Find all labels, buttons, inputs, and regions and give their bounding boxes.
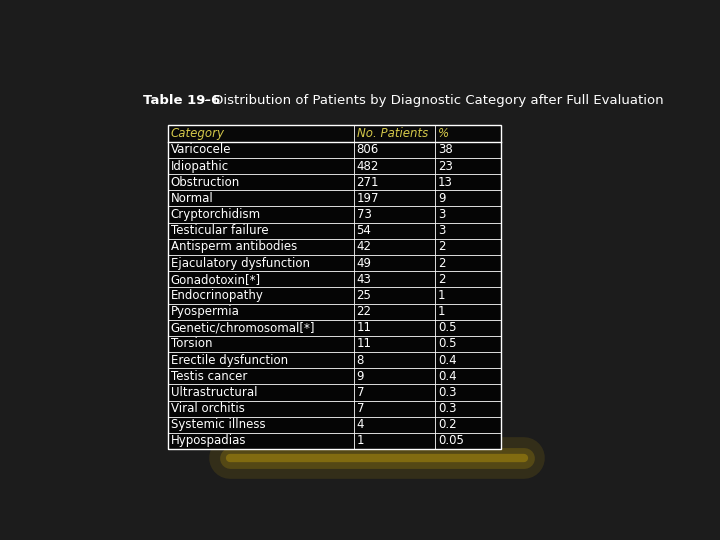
Text: 0.2: 0.2 xyxy=(438,418,456,431)
Bar xyxy=(168,174,500,190)
Text: 3: 3 xyxy=(438,224,446,237)
Text: Normal: Normal xyxy=(171,192,213,205)
Text: 271: 271 xyxy=(356,176,379,188)
Text: 23: 23 xyxy=(438,159,453,173)
Text: Category: Category xyxy=(171,127,225,140)
Text: 2: 2 xyxy=(438,273,446,286)
Text: Ultrastructural: Ultrastructural xyxy=(171,386,257,399)
Text: 7: 7 xyxy=(356,386,364,399)
Text: 73: 73 xyxy=(356,208,372,221)
Text: 0.05: 0.05 xyxy=(438,435,464,448)
Text: Genetic/chromosomal[*]: Genetic/chromosomal[*] xyxy=(171,321,315,334)
Bar xyxy=(168,239,500,255)
Bar xyxy=(168,352,500,368)
Text: Cryptorchidism: Cryptorchidism xyxy=(171,208,261,221)
Text: 38: 38 xyxy=(438,144,453,157)
Bar xyxy=(168,417,500,433)
Text: Gonadotoxin[*]: Gonadotoxin[*] xyxy=(171,273,261,286)
Bar xyxy=(168,271,500,287)
Text: -- Distribution of Patients by Diagnostic Category after Full Evaluation: -- Distribution of Patients by Diagnosti… xyxy=(191,94,663,107)
Text: 2: 2 xyxy=(438,256,446,269)
Text: Table 19-6: Table 19-6 xyxy=(143,94,220,107)
Text: 4: 4 xyxy=(356,418,364,431)
Text: 11: 11 xyxy=(356,321,372,334)
Bar xyxy=(168,384,500,401)
Bar xyxy=(168,206,500,222)
Bar xyxy=(168,401,500,417)
Bar xyxy=(168,190,500,206)
Bar xyxy=(168,158,500,174)
Text: 806: 806 xyxy=(356,144,379,157)
Bar xyxy=(168,303,500,320)
Bar xyxy=(168,433,500,449)
Text: Testis cancer: Testis cancer xyxy=(171,370,247,383)
Bar xyxy=(168,142,500,158)
Text: 0.3: 0.3 xyxy=(438,386,456,399)
Text: Obstruction: Obstruction xyxy=(171,176,240,188)
Text: No. Patients: No. Patients xyxy=(356,127,428,140)
Bar xyxy=(168,336,500,352)
Bar xyxy=(168,320,500,336)
Text: 197: 197 xyxy=(356,192,379,205)
Bar xyxy=(168,125,500,449)
Text: Torsion: Torsion xyxy=(171,338,212,350)
Text: 8: 8 xyxy=(356,354,364,367)
Text: 1: 1 xyxy=(438,305,446,318)
Text: 3: 3 xyxy=(438,208,446,221)
Text: 2: 2 xyxy=(438,240,446,253)
Text: 7: 7 xyxy=(356,402,364,415)
Text: 482: 482 xyxy=(356,159,379,173)
Text: Ejaculatory dysfunction: Ejaculatory dysfunction xyxy=(171,256,310,269)
Text: 49: 49 xyxy=(356,256,372,269)
Text: %: % xyxy=(438,127,449,140)
Bar xyxy=(168,222,500,239)
Text: 13: 13 xyxy=(438,176,453,188)
Text: Testicular failure: Testicular failure xyxy=(171,224,269,237)
Text: Hypospadias: Hypospadias xyxy=(171,435,246,448)
Text: Idiopathic: Idiopathic xyxy=(171,159,229,173)
Text: 0.5: 0.5 xyxy=(438,321,456,334)
Text: 42: 42 xyxy=(356,240,372,253)
Text: 1: 1 xyxy=(356,435,364,448)
Text: 9: 9 xyxy=(438,192,446,205)
Text: Viral orchitis: Viral orchitis xyxy=(171,402,245,415)
Text: Systemic illness: Systemic illness xyxy=(171,418,265,431)
Text: 0.4: 0.4 xyxy=(438,370,456,383)
Text: Endocrinopathy: Endocrinopathy xyxy=(171,289,264,302)
Text: 0.5: 0.5 xyxy=(438,338,456,350)
Text: 0.3: 0.3 xyxy=(438,402,456,415)
Bar xyxy=(168,255,500,271)
Text: 1: 1 xyxy=(438,289,446,302)
Text: 25: 25 xyxy=(356,289,372,302)
Text: Antisperm antibodies: Antisperm antibodies xyxy=(171,240,297,253)
Bar xyxy=(168,287,500,303)
Text: 0.4: 0.4 xyxy=(438,354,456,367)
Text: 9: 9 xyxy=(356,370,364,383)
Text: Pyospermia: Pyospermia xyxy=(171,305,240,318)
Text: Varicocele: Varicocele xyxy=(171,144,231,157)
Bar xyxy=(168,368,500,384)
Bar xyxy=(168,125,500,142)
Text: 54: 54 xyxy=(356,224,372,237)
Text: 22: 22 xyxy=(356,305,372,318)
Text: Erectile dysfunction: Erectile dysfunction xyxy=(171,354,288,367)
Text: 43: 43 xyxy=(356,273,372,286)
Text: 11: 11 xyxy=(356,338,372,350)
